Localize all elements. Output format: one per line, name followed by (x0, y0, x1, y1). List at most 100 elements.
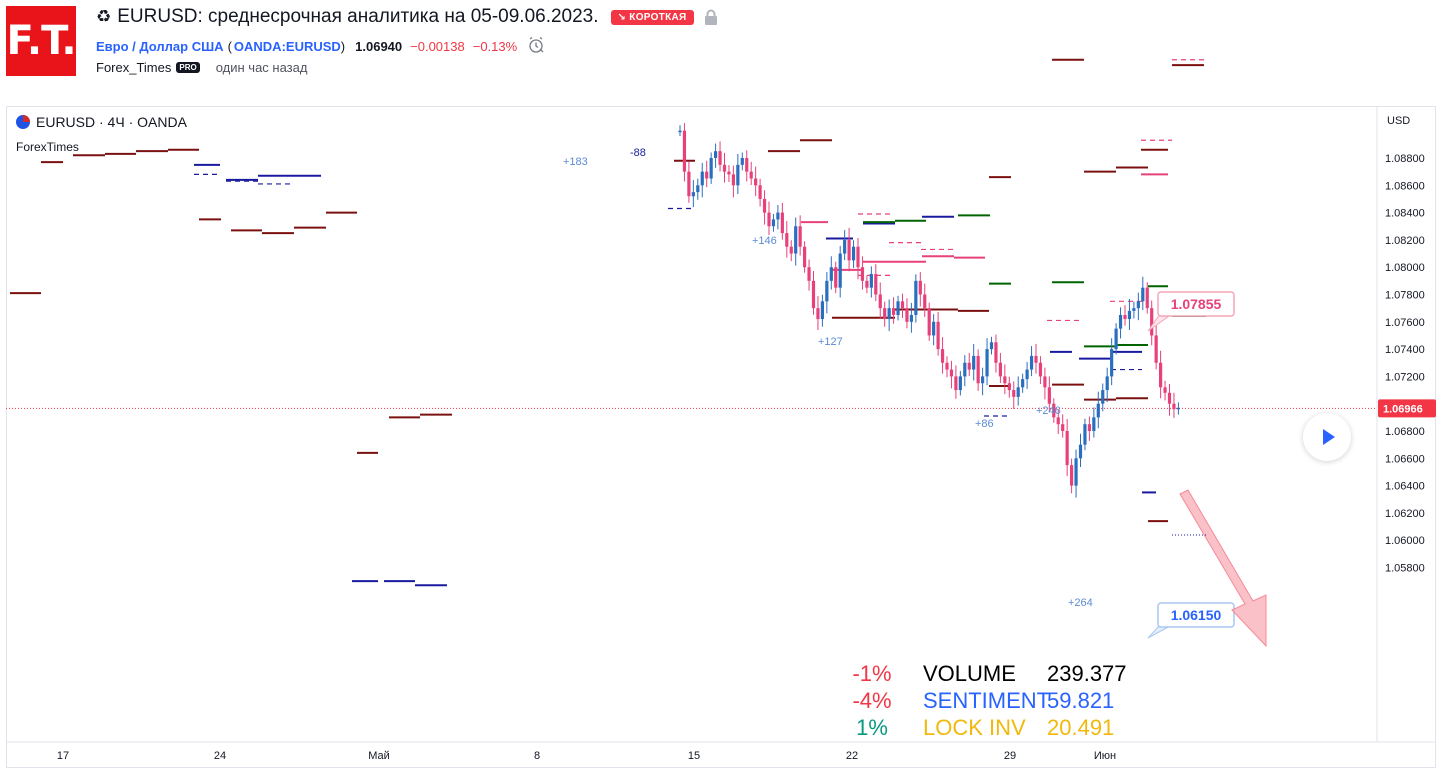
title-row: ♻ EURUSD: среднесрочная аналитика на 05-… (96, 6, 718, 28)
stat-value: 239.377 (1047, 661, 1127, 686)
candle-body (1047, 387, 1051, 404)
candle-body (1016, 387, 1020, 397)
candle-body (1123, 314, 1127, 320)
candle-body (940, 349, 945, 363)
price-tick-label: 1.06200 (1385, 508, 1425, 520)
candle-body (847, 239, 851, 261)
candle-body (705, 171, 709, 179)
annotation-label: +246 (1036, 405, 1061, 417)
author-name[interactable]: Forex_Times (96, 60, 172, 75)
price-tick-label: 1.08400 (1385, 208, 1425, 220)
annotation-label: +86 (975, 418, 994, 430)
candle-body (722, 164, 727, 172)
candle-body (1065, 431, 1069, 466)
date-tick-label: 24 (214, 750, 226, 762)
candle-body (972, 355, 976, 370)
candle-body (700, 171, 704, 186)
candle-body (1078, 444, 1083, 459)
candle-body (856, 246, 860, 268)
candle-body (825, 280, 829, 302)
author-logo[interactable]: F.T. (6, 6, 77, 76)
candle-body (1110, 349, 1114, 377)
candle-body (1101, 390, 1105, 404)
candle-body (691, 192, 695, 197)
candle-body (860, 267, 865, 281)
indicator-label[interactable]: ForexTimes (16, 140, 79, 154)
candle-body (1083, 424, 1087, 445)
stat-label: SENTIMENT (923, 688, 1051, 713)
candle-body (829, 267, 833, 281)
candle-body (1021, 379, 1025, 388)
current-price-text: 1.06966 (1383, 403, 1423, 415)
candle-body (820, 301, 824, 320)
alarm-clock-icon[interactable] (527, 36, 545, 57)
candle-body (981, 376, 985, 384)
price-change-pct: −0.13% (472, 39, 518, 54)
candle-body (869, 274, 873, 288)
candle-body (976, 355, 980, 384)
candle-body (865, 280, 869, 288)
candle-body (838, 253, 842, 288)
candle-body (776, 212, 780, 220)
stat-label: LOCK INV (923, 715, 1026, 740)
idea-header: F.T. ♻ EURUSD: среднесрочная аналитика н… (0, 0, 1442, 100)
annotation-label: +183 (563, 156, 588, 168)
candle-body (767, 212, 771, 227)
price-tick-label: 1.08600 (1385, 180, 1425, 192)
price-tick-label: 1.07800 (1385, 290, 1425, 302)
candle-body (918, 280, 922, 295)
callout-high-box (1157, 291, 1235, 317)
candle-body (1025, 369, 1029, 380)
candle-body (851, 246, 856, 261)
stat-pct: -1% (852, 661, 892, 686)
annotation-label: +264 (1068, 597, 1093, 609)
callout-low: 1.06150 (1157, 602, 1235, 628)
price-tick-label: 1.07200 (1385, 371, 1425, 383)
candle-body (807, 267, 811, 281)
candle-body (811, 280, 816, 309)
price-tick-label: 1.07400 (1385, 344, 1425, 356)
candle-body (878, 294, 882, 309)
candle-body (1029, 355, 1034, 370)
chart-frame[interactable] (6, 106, 1436, 768)
candle-body (874, 274, 878, 295)
candle-body (758, 185, 762, 199)
candle-body (682, 130, 687, 172)
candle-body (1127, 310, 1132, 320)
candle-body (887, 308, 891, 320)
play-replay-button[interactable] (1303, 413, 1351, 461)
symbol-code-link[interactable]: OANDA:EURUSD (233, 39, 341, 54)
candle-body (1145, 287, 1149, 309)
symbol-row: Евро / Доллар США (OANDA:EURUSD) 1.06940… (96, 36, 545, 57)
annotation-label: +127 (818, 336, 843, 348)
forecast-arrow (1179, 489, 1267, 648)
candle-body (678, 130, 682, 133)
candle-body (816, 308, 820, 320)
current-price-tag (1378, 399, 1436, 418)
candle-body (1159, 362, 1163, 388)
candle-body (794, 226, 798, 254)
candle-body (1038, 362, 1043, 377)
candle-body (718, 151, 722, 165)
pro-badge: PRO (176, 62, 200, 73)
idea-title: EURUSD: среднесрочная аналитика на 05-09… (117, 6, 599, 27)
chart-legend[interactable]: EURUSD · 4Ч · OANDA (16, 114, 187, 130)
paren-open: ( (227, 39, 232, 54)
date-tick-label: 17 (57, 750, 69, 762)
candle-body (949, 369, 954, 377)
callout-high-text: 1.07855 (1171, 296, 1222, 312)
candle-body (1061, 424, 1065, 431)
candle-body (1074, 458, 1078, 486)
candle-body (936, 321, 940, 350)
candle-body (1105, 376, 1109, 391)
candle-body (696, 185, 700, 193)
candle-body (967, 362, 971, 370)
candle-body (900, 301, 905, 309)
candle-body (994, 342, 998, 363)
date-tick-label: 29 (1004, 750, 1016, 762)
symbol-name-link[interactable]: Евро / Доллар США (96, 39, 224, 54)
candle-body (1172, 403, 1176, 410)
stat-value: 20.491 (1047, 715, 1115, 740)
candle-body (803, 246, 807, 268)
